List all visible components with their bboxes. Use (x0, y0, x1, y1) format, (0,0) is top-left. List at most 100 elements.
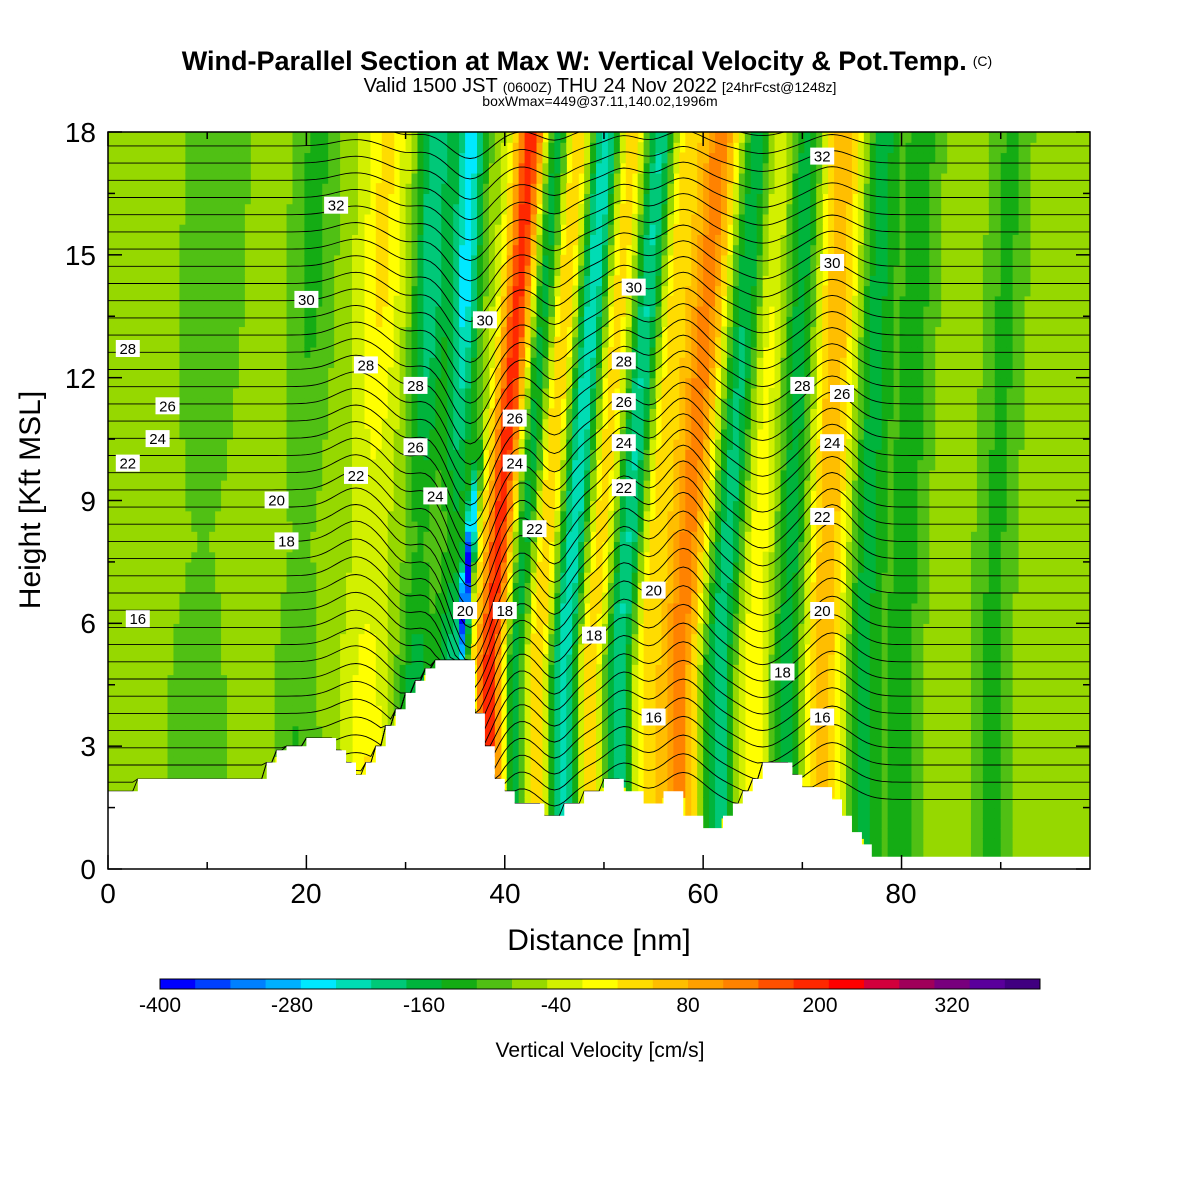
w-cell (471, 326, 478, 338)
w-cell (167, 326, 175, 338)
w-cell (357, 183, 365, 195)
w-cell (280, 316, 288, 328)
w-cell (346, 684, 353, 696)
w-cell (607, 234, 615, 246)
w-cell (268, 592, 276, 604)
w-cell (471, 183, 478, 195)
w-cell (250, 316, 258, 328)
w-cell (441, 500, 448, 512)
w-cell (590, 459, 597, 471)
w-cell (399, 674, 407, 686)
w-cell (316, 213, 323, 225)
w-cell (155, 275, 163, 287)
w-cell (179, 428, 186, 440)
w-cell (381, 254, 389, 266)
w-cell (143, 490, 151, 502)
w-cell (161, 613, 169, 624)
w-cell (596, 244, 603, 256)
w-cell (125, 531, 133, 543)
w-cell (250, 500, 258, 512)
w-cell (113, 613, 121, 624)
w-cell (227, 387, 234, 399)
w-cell (304, 357, 311, 369)
w-cell (238, 244, 246, 256)
w-cell (465, 541, 472, 553)
w-cell (304, 336, 311, 348)
w-cell (352, 490, 359, 502)
w-cell (447, 234, 454, 246)
w-cell (334, 377, 341, 389)
w-cell (304, 531, 311, 543)
w-cell (215, 387, 222, 399)
w-cell (227, 213, 234, 225)
w-cell (590, 387, 597, 399)
w-cell (530, 541, 538, 553)
w-cell (417, 572, 425, 583)
w-cell (423, 224, 430, 235)
w-cell (465, 531, 472, 543)
w-cell (227, 459, 234, 471)
w-cell (137, 561, 145, 573)
w-cell (512, 551, 520, 563)
w-cell (316, 469, 323, 481)
w-cell (405, 152, 413, 164)
w-cell (250, 357, 258, 369)
w-cell (316, 561, 323, 573)
w-cell (357, 418, 365, 430)
w-cell (346, 531, 353, 543)
w-cell (405, 428, 413, 440)
w-cell (328, 428, 335, 440)
w-cell (244, 623, 252, 635)
w-cell (381, 664, 389, 676)
w-cell (143, 715, 151, 727)
w-cell (262, 183, 270, 195)
w-cell (238, 418, 246, 430)
w-cell (137, 694, 145, 706)
w-cell (363, 203, 371, 215)
w-cell (524, 756, 532, 768)
w-cell (530, 643, 538, 655)
w-cell (399, 459, 407, 471)
w-cell (417, 336, 425, 348)
w-cell (482, 510, 490, 522)
w-cell (310, 531, 317, 543)
w-cell (244, 602, 252, 614)
w-cell (286, 244, 294, 256)
w-cell (411, 531, 419, 543)
w-cell (203, 244, 210, 256)
w-cell (512, 572, 520, 583)
w-cell (298, 582, 305, 594)
w-cell (596, 582, 603, 594)
w-cell (429, 531, 436, 543)
w-cell (387, 674, 395, 686)
w-cell (423, 367, 430, 379)
w-cell (250, 756, 258, 768)
w-cell (292, 418, 300, 430)
w-cell (250, 694, 258, 706)
w-cell (560, 480, 567, 491)
w-cell (310, 244, 317, 256)
w-cell (227, 674, 234, 686)
w-cell (512, 541, 520, 553)
w-cell (221, 592, 228, 604)
w-cell (113, 316, 121, 328)
w-cell (494, 336, 502, 348)
w-cell (155, 602, 163, 614)
w-cell (119, 746, 127, 758)
w-cell (191, 142, 198, 154)
w-cell (298, 244, 305, 256)
w-cell (304, 428, 311, 440)
w-cell (596, 428, 603, 440)
w-cell (352, 654, 359, 665)
w-cell (310, 265, 317, 276)
w-cell (554, 357, 561, 369)
w-cell (232, 500, 240, 512)
w-cell (536, 654, 544, 665)
w-cell (340, 142, 347, 154)
w-cell (262, 572, 270, 583)
w-cell (399, 664, 407, 676)
w-cell (590, 572, 597, 583)
w-cell (375, 510, 383, 522)
w-cell (179, 408, 186, 420)
w-cell (572, 582, 579, 594)
